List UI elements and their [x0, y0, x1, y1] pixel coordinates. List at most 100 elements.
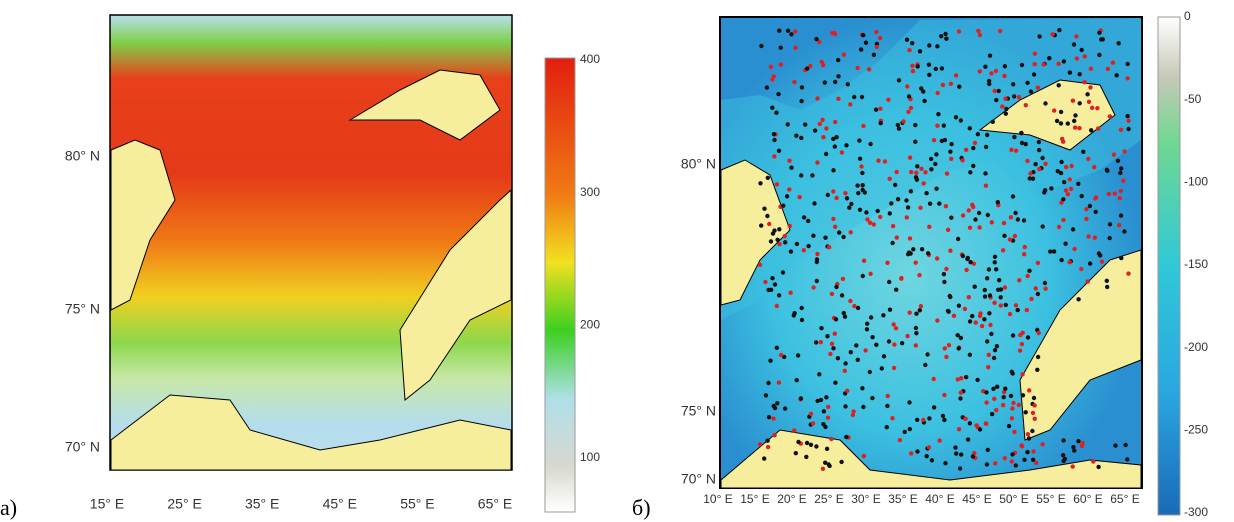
station	[870, 395, 875, 401]
station	[927, 201, 933, 206]
station	[1085, 92, 1090, 97]
station	[934, 186, 939, 191]
station	[913, 325, 919, 331]
station	[819, 326, 824, 331]
station	[1118, 213, 1124, 218]
station	[842, 368, 847, 373]
station	[1084, 207, 1089, 212]
panel-label: а)	[0, 495, 17, 520]
station	[885, 393, 890, 399]
station	[854, 343, 859, 348]
station	[894, 235, 899, 240]
station	[940, 413, 946, 419]
station	[848, 350, 853, 355]
lon-tick-label: 55° E	[1036, 492, 1065, 506]
station	[1086, 99, 1092, 105]
station	[908, 189, 914, 194]
station	[885, 260, 890, 265]
station	[977, 313, 983, 319]
station	[901, 119, 906, 124]
station	[904, 198, 909, 203]
station	[976, 28, 981, 34]
station	[828, 351, 833, 357]
station	[1006, 423, 1012, 429]
station	[982, 287, 987, 293]
station	[1076, 181, 1081, 186]
station	[1043, 188, 1048, 193]
station	[1107, 222, 1113, 227]
station	[1020, 393, 1026, 398]
station	[768, 358, 773, 363]
station	[1057, 27, 1062, 33]
station	[770, 231, 776, 236]
station	[1023, 141, 1028, 147]
lon-tick-label: 50° E	[999, 492, 1028, 506]
station	[789, 165, 794, 170]
station	[955, 377, 960, 382]
station	[799, 317, 805, 323]
station	[986, 267, 992, 272]
station	[793, 29, 798, 34]
station	[1022, 457, 1027, 462]
station	[991, 386, 996, 391]
station	[1025, 80, 1030, 86]
station	[837, 230, 842, 235]
station	[940, 82, 946, 88]
station	[977, 69, 982, 74]
station	[820, 466, 826, 471]
station	[789, 32, 794, 37]
station	[1079, 193, 1084, 199]
station	[998, 295, 1003, 300]
station	[934, 152, 939, 157]
station	[781, 203, 786, 208]
station	[778, 62, 784, 67]
station	[851, 409, 856, 414]
station	[1012, 233, 1018, 239]
station	[1001, 395, 1006, 400]
station	[998, 28, 1003, 34]
station	[843, 191, 848, 196]
station	[861, 33, 866, 38]
station	[1031, 395, 1037, 401]
station	[1010, 194, 1016, 199]
station	[922, 98, 927, 104]
station	[1007, 311, 1013, 317]
station	[1118, 170, 1123, 176]
station	[929, 167, 934, 172]
station	[909, 169, 914, 175]
station	[799, 135, 804, 141]
station	[1082, 54, 1088, 59]
station	[1031, 72, 1037, 77]
station	[1077, 72, 1082, 77]
station	[955, 333, 960, 338]
station	[1082, 80, 1087, 85]
station	[860, 386, 865, 391]
station	[831, 168, 836, 173]
station	[891, 322, 896, 327]
station	[1011, 400, 1016, 406]
labels: а) 80° N 75° N 70° N 15° E 25° E 35° E 45° E 55°…	[0, 9, 1208, 520]
station	[1042, 280, 1048, 286]
station	[845, 388, 850, 393]
station	[865, 217, 870, 222]
station	[1032, 51, 1038, 56]
station	[911, 247, 916, 252]
station	[1087, 203, 1093, 209]
colorbar-tick-label: -50	[1184, 92, 1202, 106]
station	[793, 45, 798, 50]
station	[794, 133, 799, 138]
station	[831, 189, 836, 194]
station	[771, 132, 777, 137]
station	[1050, 32, 1055, 37]
station	[1093, 209, 1098, 214]
station	[910, 68, 916, 74]
station	[1115, 158, 1121, 163]
station	[977, 32, 983, 38]
station	[772, 405, 778, 411]
station	[977, 225, 982, 230]
station	[981, 389, 986, 394]
station	[1113, 443, 1118, 448]
station	[946, 343, 952, 348]
station	[1060, 453, 1066, 458]
